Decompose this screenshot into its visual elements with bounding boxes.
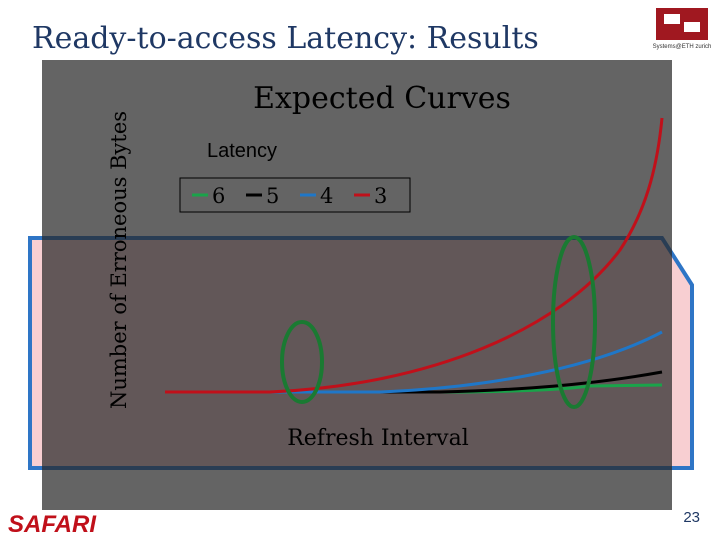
curve xyxy=(165,370,663,394)
legend-label: 6 xyxy=(212,184,225,208)
curve xyxy=(165,330,663,394)
logo-mark xyxy=(684,22,700,32)
logo-text: Systems@ETH zurich xyxy=(653,44,712,50)
logo: Systems@ETH zurich xyxy=(653,8,712,50)
page-number: 23 xyxy=(683,509,700,526)
y-axis-label: Number of Erroneous Bytes xyxy=(107,111,131,409)
legend-label: 4 xyxy=(320,184,333,208)
legend-label: 5 xyxy=(266,184,279,208)
legend: 6 5 4 3 xyxy=(192,184,387,208)
highlight-ellipse xyxy=(551,235,597,409)
legend-box xyxy=(179,177,411,213)
legend-title: Latency xyxy=(207,140,277,162)
logo-mark xyxy=(656,8,708,40)
logo-mark xyxy=(664,14,680,24)
footer-brand: SAFARI xyxy=(8,511,97,538)
figure-title: Expected Curves xyxy=(253,81,511,116)
slide-title: Ready-to-access Latency: Results xyxy=(32,21,539,56)
legend-label: 3 xyxy=(374,184,387,208)
figure-panel xyxy=(42,60,672,510)
x-axis-label: Refresh Interval xyxy=(287,426,469,451)
curve xyxy=(165,117,664,394)
highlight-ellipse xyxy=(280,320,324,404)
